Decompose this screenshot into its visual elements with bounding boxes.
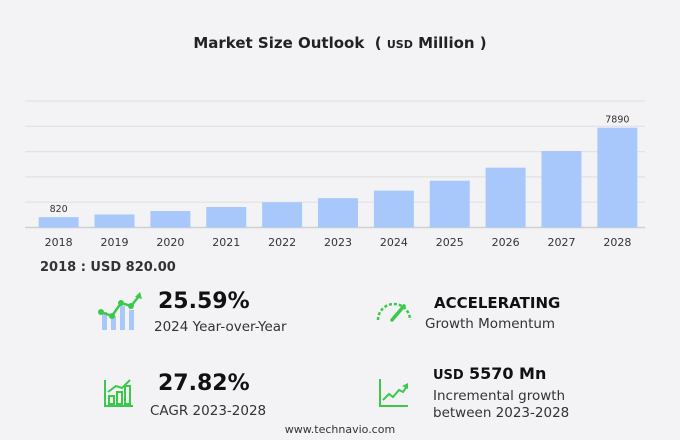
selected-value: 2018 : USD 820.00 xyxy=(40,260,176,275)
x-tick-label: 2028 xyxy=(603,236,631,249)
bar-chart: 2018 820 2019 2020 2021 2022 2023 2024 2025 2026 2… xyxy=(25,100,645,249)
speedometer-icon xyxy=(376,302,412,322)
incremental-label-2: between 2023-2028 xyxy=(433,405,570,421)
bar-2020 xyxy=(150,211,191,228)
x-tick-label: 2019 xyxy=(101,236,129,249)
bar-2022 xyxy=(262,202,303,228)
bar-2018 xyxy=(38,217,79,228)
x-tick-label: 2020 xyxy=(156,236,184,249)
x-tick-label: 2024 xyxy=(380,236,408,249)
momentum-label: Growth Momentum xyxy=(425,316,556,332)
incremental-prefix: USD xyxy=(433,368,464,383)
x-tick-label: 2023 xyxy=(324,236,352,249)
title-text: Market Size Outlook xyxy=(193,34,365,52)
x-tick-label: 2022 xyxy=(268,236,296,249)
incremental-label-1: Incremental growth xyxy=(433,388,566,404)
footer-url: www.technavio.com xyxy=(284,423,396,436)
unit-prefix: USD xyxy=(386,38,413,51)
x-tick-label: 2025 xyxy=(436,236,464,249)
incremental-value: 5570 Mn xyxy=(468,364,547,383)
bar-2023 xyxy=(318,198,358,228)
bar-2027 xyxy=(541,150,582,228)
bar-2026 xyxy=(485,167,526,228)
x-tick-label: 2018 xyxy=(45,236,73,249)
bar-2019 xyxy=(94,214,135,228)
trend-chart-icon xyxy=(98,292,142,330)
x-tick-label: 2026 xyxy=(492,236,520,249)
unit: Million xyxy=(418,34,475,52)
line-growth-icon xyxy=(379,379,408,407)
chart-title: Market Size Outlook ( USD Million ) xyxy=(193,34,487,52)
yoy-label: 2024 Year-over-Year xyxy=(154,319,287,335)
bar-2021 xyxy=(206,207,247,228)
bar-growth-icon xyxy=(104,379,133,407)
cagr-value: 27.82% xyxy=(158,371,250,396)
momentum-value: ACCELERATING xyxy=(434,294,561,312)
bar-2025 xyxy=(429,180,470,228)
bar-2028 xyxy=(597,127,638,228)
data-label: 820 xyxy=(50,204,68,215)
yoy-value: 25.59% xyxy=(158,289,250,314)
bar-2024 xyxy=(373,190,414,228)
x-tick-label: 2027 xyxy=(547,236,575,249)
data-label: 7890 xyxy=(605,115,629,126)
x-tick-label: 2021 xyxy=(212,236,240,249)
cagr-label: CAGR 2023-2028 xyxy=(150,403,267,419)
